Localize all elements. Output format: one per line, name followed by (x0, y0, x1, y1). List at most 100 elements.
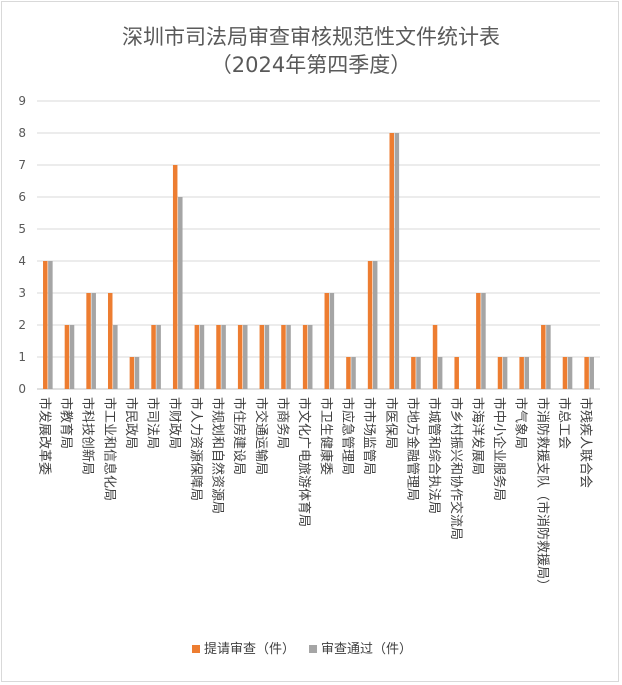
category-label: 市城管和综合执法局 (426, 397, 442, 514)
category-label: 市乡村振兴和协作交流局 (448, 397, 464, 540)
legend-swatch (192, 645, 200, 653)
legend: 提请审查（件） 审查通过（件） (192, 641, 412, 657)
category-label: 市人力资源保障局 (188, 397, 204, 501)
category-label: 市财政局 (166, 397, 182, 449)
bar-submitted (584, 357, 589, 389)
bar-approved (546, 325, 551, 389)
y-tick-label: 2 (18, 318, 26, 332)
bar-approved (502, 357, 508, 389)
bar-approved (329, 293, 335, 389)
category-label: 市残疾人联合会 (578, 397, 594, 488)
bar-approved (264, 325, 270, 389)
gridlines (37, 100, 600, 390)
bar-approved (69, 325, 75, 389)
bar-submitted (389, 133, 394, 389)
bar-approved (416, 357, 421, 389)
bar-approved (567, 357, 573, 389)
category-label: 市规划和自然资源局 (210, 397, 226, 514)
bar-submitted (237, 325, 243, 389)
bar-approved (307, 325, 313, 389)
bar-submitted (302, 325, 308, 389)
legend-label: 提请审查（件） (204, 641, 295, 657)
bar-approved (524, 357, 530, 389)
y-tick-label: 7 (18, 158, 26, 172)
bar-submitted (324, 293, 330, 389)
category-label: 市总工会 (556, 397, 572, 449)
bar-approved (221, 325, 226, 389)
bar-submitted (64, 325, 70, 389)
bar-approved (113, 325, 118, 389)
bar-submitted (562, 357, 568, 389)
category-label: 市交通运输局 (253, 397, 269, 475)
bar-submitted (172, 165, 178, 389)
bar-submitted (541, 325, 546, 389)
y-axis-ticks: 0 1 2 3 4 5 6 7 8 9 (18, 94, 26, 396)
bar-submitted (476, 293, 481, 389)
bar-submitted (411, 357, 416, 389)
bar-approved (481, 293, 486, 389)
bar-submitted (151, 325, 156, 389)
category-label: 市医保局 (383, 397, 399, 449)
bar-submitted (129, 357, 135, 389)
category-label: 市商务局 (275, 397, 291, 449)
bar-submitted (367, 261, 373, 389)
y-tick-label: 9 (18, 94, 26, 108)
bars (43, 133, 594, 389)
category-label: 市文化广电旅游体育局 (296, 397, 312, 527)
bar-submitted (194, 325, 200, 389)
bar-submitted (281, 325, 286, 389)
category-label: 市科技创新局 (80, 397, 96, 475)
bar-approved (243, 325, 248, 389)
bar-approved (372, 261, 378, 389)
category-label: 市住房建设局 (231, 397, 247, 475)
category-label: 市民政局 (123, 397, 139, 449)
bar-approved (178, 197, 183, 389)
y-tick-label: 8 (18, 126, 26, 140)
bar-submitted (107, 293, 113, 389)
bar-approved (589, 357, 594, 389)
category-label: 市消防救援支队（市消防救援局） (534, 397, 550, 592)
bar-approved (156, 325, 161, 389)
category-label: 市卫生健康委 (318, 397, 334, 475)
category-label: 市地方金融管理局 (404, 397, 420, 501)
bar-submitted (519, 357, 524, 389)
bar-submitted (43, 261, 48, 389)
y-tick-label: 1 (18, 350, 26, 364)
y-tick-label: 0 (18, 382, 26, 396)
bar-submitted (432, 325, 438, 389)
chart-title: 深圳市司法局审查审核规范性文件统计表 (122, 25, 500, 49)
bar-approved (91, 293, 96, 389)
category-label: 市海洋发展局 (469, 397, 485, 475)
bar-submitted (497, 357, 503, 389)
category-label: 市司法局 (145, 397, 161, 449)
bar-approved (394, 133, 400, 389)
category-label: 市中小企业服务局 (491, 397, 507, 501)
y-tick-label: 3 (18, 286, 26, 300)
legend-label: 审查通过（件） (321, 642, 412, 657)
category-label: 市教育局 (58, 397, 74, 449)
y-tick-label: 4 (18, 254, 26, 268)
bar-submitted (259, 325, 265, 389)
bar-submitted (346, 357, 351, 389)
category-label: 市工业和信息化局 (101, 397, 117, 501)
y-tick-label: 5 (18, 222, 26, 236)
category-label: 市市场监管局 (361, 397, 377, 475)
legend-swatch (309, 645, 318, 653)
category-label: 市气象局 (513, 397, 529, 449)
y-tick-label: 6 (18, 190, 26, 204)
chart-subtitle: （2024年第四季度） (211, 53, 411, 77)
category-label: 市应急管理局 (339, 397, 355, 475)
bar-approved (437, 357, 443, 389)
category-labels: 市发展改革委 市教育局 市科技创新局 市工业和信息化局 市民政局 市司法局 市财政局 市人力资… (36, 397, 593, 592)
category-label: 市发展改革委 (36, 397, 52, 475)
bar-submitted (216, 325, 221, 389)
bar-submitted (86, 293, 91, 389)
bar-approved (134, 357, 140, 389)
bar-approved (286, 325, 291, 389)
bar-approved (48, 261, 53, 389)
bar-approved (199, 325, 205, 389)
bar-approved (351, 357, 356, 389)
bar-submitted (454, 357, 459, 389)
